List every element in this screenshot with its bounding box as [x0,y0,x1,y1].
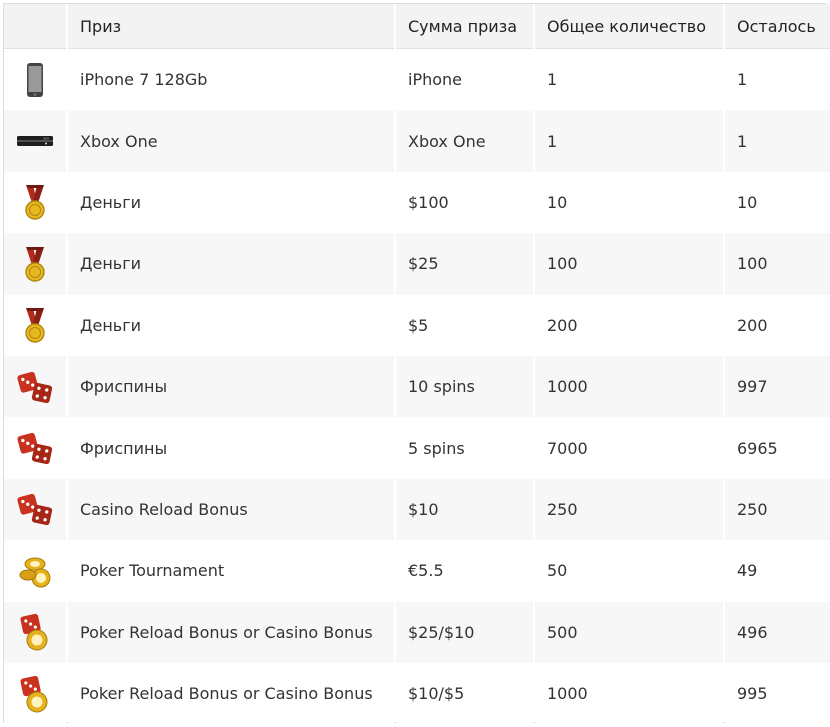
prize-name-cell: Poker Tournament [68,540,394,602]
prize-name-cell: Деньги [68,233,394,295]
game-console-icon [4,110,66,172]
total-quantity-cell: 500 [535,601,723,663]
table-row: Poker Reload Bonus or Casino Bonus $25/$… [4,601,830,663]
dice-icon [4,478,66,541]
remaining-cell: 1 [725,110,830,172]
remaining-cell: 100 [725,233,830,295]
total-quantity-cell: 100 [535,233,723,295]
remaining-cell: 6965 [725,417,830,479]
prize-name-cell: Casino Reload Bonus [68,478,394,541]
total-quantity-cell: 7000 [535,417,723,479]
header-total: Общее количество [535,4,723,49]
table-row: Casino Reload Bonus $10 250 250 [4,478,830,541]
table-row: Xbox One Xbox One 1 1 [4,110,830,172]
prize-name-cell: Xbox One [68,110,394,172]
prize-name-cell: iPhone 7 128Gb [68,49,394,111]
dice-and-chip-icon [4,601,66,663]
remaining-cell: 1 [725,49,830,111]
header-prize: Приз [68,4,394,49]
prize-amount-cell: $5 [396,294,533,356]
prize-name-cell: Деньги [68,294,394,356]
header-icon-column [4,4,66,49]
prize-amount-cell: 10 spins [396,355,533,418]
table-row: Poker Reload Bonus or Casino Bonus $10/$… [4,662,830,725]
remaining-cell: 250 [725,478,830,541]
medal-icon [4,171,66,234]
prize-name-cell: Фриспины [68,417,394,479]
table-row: Деньги $25 100 100 [4,233,830,295]
dice-icon [4,355,66,418]
total-quantity-cell: 10 [535,171,723,234]
prize-amount-cell: 5 spins [396,417,533,479]
table-row: iPhone 7 128Gb iPhone 1 1 [4,49,830,111]
remaining-cell: 10 [725,171,830,234]
table-row: Деньги $100 10 10 [4,171,830,234]
remaining-cell: 200 [725,294,830,356]
header-remaining: Осталось [725,4,830,49]
total-quantity-cell: 1 [535,110,723,172]
table-row: Фриспины 10 spins 1000 997 [4,355,830,418]
poker-chips-icon [4,540,66,602]
table-row: Деньги $5 200 200 [4,294,830,356]
prize-name-cell: Деньги [68,171,394,234]
prize-amount-cell: $100 [396,171,533,234]
smartphone-icon [4,49,66,111]
table-row: Фриспины 5 spins 7000 6965 [4,417,830,479]
prize-amount-cell: $25/$10 [396,601,533,663]
total-quantity-cell: 50 [535,540,723,602]
prize-amount-cell: $10/$5 [396,662,533,725]
dice-and-chip-icon [4,662,66,725]
prize-amount-cell: $25 [396,233,533,295]
prize-amount-cell: iPhone [396,49,533,111]
table-row: Poker Tournament €5.5 50 49 [4,540,830,602]
medal-icon [4,294,66,356]
dice-icon [4,417,66,479]
remaining-cell: 49 [725,540,830,602]
prize-name-cell: Poker Reload Bonus or Casino Bonus [68,601,394,663]
prize-amount-cell: $10 [396,478,533,541]
header-amount: Сумма приза [396,4,533,49]
prize-name-cell: Фриспины [68,355,394,418]
prize-amount-cell: Xbox One [396,110,533,172]
remaining-cell: 496 [725,601,830,663]
prize-name-cell: Poker Reload Bonus or Casino Bonus [68,662,394,725]
prize-table-frame: Приз Сумма приза Общее количество Остало… [3,3,830,725]
total-quantity-cell: 1 [535,49,723,111]
total-quantity-cell: 1000 [535,662,723,725]
prize-table: Приз Сумма приза Общее количество Остало… [2,4,830,725]
total-quantity-cell: 250 [535,478,723,541]
remaining-cell: 997 [725,355,830,418]
prize-amount-cell: €5.5 [396,540,533,602]
total-quantity-cell: 200 [535,294,723,356]
total-quantity-cell: 1000 [535,355,723,418]
table-header-row: Приз Сумма приза Общее количество Остало… [4,4,830,49]
remaining-cell: 995 [725,662,830,725]
medal-icon [4,233,66,295]
